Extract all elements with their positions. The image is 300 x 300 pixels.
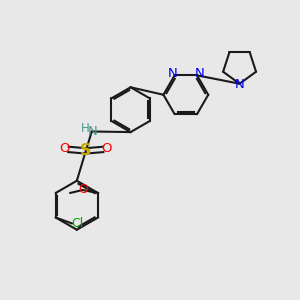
Text: O: O xyxy=(101,142,112,155)
Text: Cl: Cl xyxy=(71,217,84,230)
Text: N: N xyxy=(194,68,204,80)
Text: O: O xyxy=(78,183,88,196)
Text: N: N xyxy=(167,68,177,80)
Text: N: N xyxy=(235,78,244,91)
Text: S: S xyxy=(80,143,92,158)
Text: O: O xyxy=(60,142,70,155)
Text: H: H xyxy=(81,122,90,135)
Text: N: N xyxy=(88,125,97,138)
